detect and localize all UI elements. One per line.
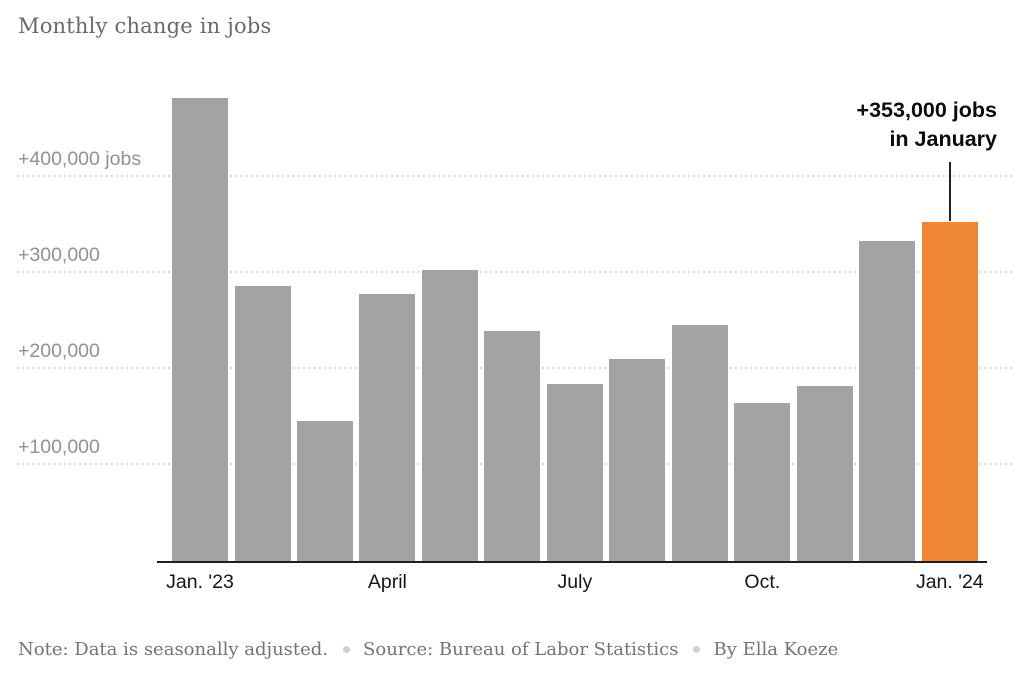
- bar-dec: [859, 241, 916, 561]
- x-axis-tick-label: April: [367, 571, 407, 593]
- separator-dot-icon: [693, 645, 701, 653]
- bar-nov: [796, 386, 853, 561]
- bar-sept: [671, 324, 728, 561]
- footer-byline: By Ella Koeze: [713, 639, 839, 660]
- footer-source: Source: Bureau of Labor Statistics: [363, 639, 679, 660]
- footer-note: Note: Data is seasonally adjusted.: [18, 639, 329, 660]
- bar-march: [297, 420, 353, 561]
- annotation-line-1: +353,000 jobs: [856, 98, 997, 122]
- bar-oct: [734, 402, 791, 561]
- bar-july: [546, 384, 603, 561]
- bar-june: [484, 330, 541, 561]
- y-axis-tick-label: +100,000: [18, 436, 100, 458]
- x-axis-line: [157, 561, 987, 563]
- annotation-line-2: in January: [889, 127, 997, 151]
- gridline-300-000: [17, 271, 1013, 273]
- bar-aug: [609, 359, 666, 561]
- gridline-400-000-jobs: [17, 175, 1013, 177]
- x-axis-tick-label: Jan. '24: [915, 571, 984, 593]
- bar-may: [421, 270, 478, 561]
- x-axis-tick-label: Oct.: [744, 571, 781, 593]
- bar-april: [359, 294, 416, 561]
- bar-jan-23: [172, 98, 228, 561]
- x-axis-tick-label: July: [557, 571, 593, 593]
- y-axis-tick-label: +300,000: [18, 244, 100, 266]
- chart-title: Monthly change in jobs: [18, 14, 272, 38]
- bar-feb: [234, 285, 291, 561]
- y-axis-tick-label: +200,000: [18, 340, 100, 362]
- bar-jan-24: [921, 222, 978, 561]
- separator-dot-icon: [343, 645, 351, 653]
- x-axis-tick-label: Jan. '23: [166, 571, 234, 593]
- y-axis-tick-label: +400,000 jobs: [18, 148, 142, 170]
- footer: Note: Data is seasonally adjusted. Source…: [18, 638, 838, 662]
- annotation-leader-line: [949, 162, 951, 221]
- annotation-label: +353,000 jobs in January: [857, 96, 997, 154]
